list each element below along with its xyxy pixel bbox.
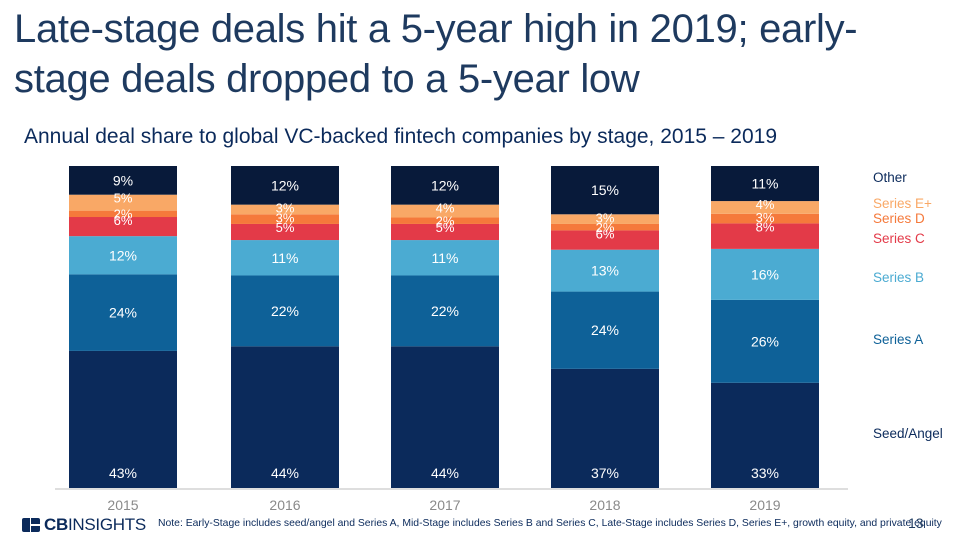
- x-tick-label-2015: 2015: [107, 497, 138, 513]
- data-label-2019-other: 11%: [752, 176, 779, 192]
- x-tick-label-2018: 2018: [589, 497, 620, 513]
- page-title: Late-stage deals hit a 5-year high in 20…: [14, 7, 858, 101]
- bar-segment-2018-series-d: [551, 223, 659, 231]
- data-label-2016-other: 12%: [271, 177, 299, 193]
- footnote: Note: Early-Stage includes seed/angel an…: [158, 518, 942, 529]
- data-label-2016-series-c: 5%: [276, 220, 295, 235]
- data-label-2017-series-c: 5%: [436, 220, 455, 235]
- bar-segment-2016-series-e-: [231, 204, 339, 215]
- data-label-2019-series-e-: 4%: [756, 197, 775, 212]
- bar-segment-2015-series-e-: [69, 194, 177, 211]
- data-label-2016-series-a: 22%: [271, 303, 299, 319]
- chart-title: Annual deal share to global VC-backed fi…: [24, 125, 778, 148]
- bar-segment-2016-series-b: [231, 240, 339, 276]
- bar-segment-2017-series-e-: [391, 204, 499, 218]
- data-label-2017-series-b: 11%: [432, 250, 459, 266]
- bar-segment-2017-series-b: [391, 240, 499, 276]
- data-label-2018-series-e-: 3%: [596, 210, 615, 225]
- bar-segment-2016-seed-angel: [231, 346, 339, 488]
- data-label-2016-series-e-: 3%: [276, 201, 295, 216]
- bar-segment-2017-seed-angel: [391, 346, 499, 488]
- x-tick-label-2016: 2016: [269, 497, 300, 513]
- cb-logo-mark-icon: [22, 518, 40, 532]
- legend-item-series-e-: Series E+: [873, 196, 932, 211]
- data-label-2016-series-b: 11%: [272, 250, 299, 266]
- bar-segment-2019-series-e-: [711, 201, 819, 214]
- bar-segment-2017-series-c: [391, 223, 499, 241]
- bar-segment-2018-series-e-: [551, 214, 659, 224]
- bar-segment-2015-series-d: [69, 210, 177, 218]
- data-label-2016-series-d: 3%: [276, 210, 295, 225]
- bar-segment-2017-other: [391, 166, 499, 205]
- bar-segment-2015-series-a: [69, 274, 177, 351]
- logo-text: CBINSIGHTS: [44, 515, 146, 534]
- data-label-2016-seed-angel: 44%: [271, 465, 299, 481]
- data-label-2019-series-d: 3%: [756, 210, 775, 225]
- legend-item-series-a: Series A: [873, 332, 923, 347]
- bar-segment-2019-series-d: [711, 213, 819, 224]
- data-label-2019-seed-angel: 33%: [751, 465, 779, 481]
- bar-segment-2017-series-d: [391, 217, 499, 224]
- data-label-2015-series-a: 24%: [109, 305, 137, 321]
- data-label-2015-series-d: 2%: [114, 207, 133, 222]
- bar-segment-2017-series-a: [391, 275, 499, 347]
- data-label-2015-series-c: 6%: [114, 213, 133, 228]
- legend-item-series-d: Series D: [873, 211, 925, 226]
- legend-item-series-b: Series B: [873, 270, 924, 285]
- bar-segment-2019-seed-angel: [711, 382, 819, 488]
- cb-insights-logo: CBINSIGHTS: [22, 514, 146, 536]
- bar-segment-2018-other: [551, 166, 659, 215]
- legend-item-other: Other: [873, 170, 907, 185]
- data-label-2017-series-a: 22%: [431, 303, 459, 319]
- data-label-2015-series-e-: 5%: [114, 191, 133, 206]
- bar-segment-2016-series-a: [231, 275, 339, 347]
- bar-segment-2018-seed-angel: [551, 368, 659, 488]
- legend-item-series-c: Series C: [873, 231, 925, 246]
- bar-segment-2016-series-c: [231, 223, 339, 241]
- data-label-2017-seed-angel: 44%: [431, 465, 459, 481]
- bar-segment-2019-series-b: [711, 248, 819, 300]
- x-tick-label-2017: 2017: [429, 497, 460, 513]
- data-label-2018-series-d: 2%: [596, 220, 615, 235]
- data-label-2018-series-b: 13%: [591, 263, 619, 279]
- bar-segment-2019-other: [711, 166, 819, 202]
- data-label-2017-series-e-: 4%: [436, 201, 455, 216]
- data-label-2018-seed-angel: 37%: [591, 465, 619, 481]
- data-label-2015-other: 9%: [113, 172, 133, 188]
- data-label-2019-series-c: 8%: [756, 219, 775, 234]
- bar-segment-2015-other: [69, 166, 177, 195]
- data-label-2017-other: 12%: [431, 177, 459, 193]
- bar-segment-2019-series-c: [711, 223, 819, 249]
- bar-segment-2015-series-c: [69, 217, 177, 237]
- legend-item-seed-angel: Seed/Angel: [873, 426, 943, 441]
- x-tick-label-2019: 2019: [749, 497, 780, 513]
- bar-segment-2015-series-b: [69, 236, 177, 275]
- bar-segment-2016-series-d: [231, 214, 339, 224]
- bar-segment-2018-series-c: [551, 230, 659, 250]
- data-label-2015-seed-angel: 43%: [109, 465, 137, 481]
- bar-segment-2015-seed-angel: [69, 350, 177, 488]
- page-number: 13: [908, 515, 924, 531]
- bar-segment-2016-other: [231, 166, 339, 205]
- data-label-2018-series-c: 6%: [596, 226, 615, 241]
- data-label-2019-series-a: 26%: [751, 333, 779, 349]
- data-label-2018-series-a: 24%: [591, 322, 619, 338]
- data-label-2018-other: 15%: [591, 182, 619, 198]
- data-label-2017-series-d: 2%: [436, 214, 455, 229]
- bar-segment-2018-series-b: [551, 249, 659, 292]
- data-label-2019-series-b: 16%: [751, 266, 779, 282]
- bar-segment-2019-series-a: [711, 299, 819, 383]
- bar-segment-2018-series-a: [551, 291, 659, 369]
- data-label-2015-series-b: 12%: [109, 247, 137, 263]
